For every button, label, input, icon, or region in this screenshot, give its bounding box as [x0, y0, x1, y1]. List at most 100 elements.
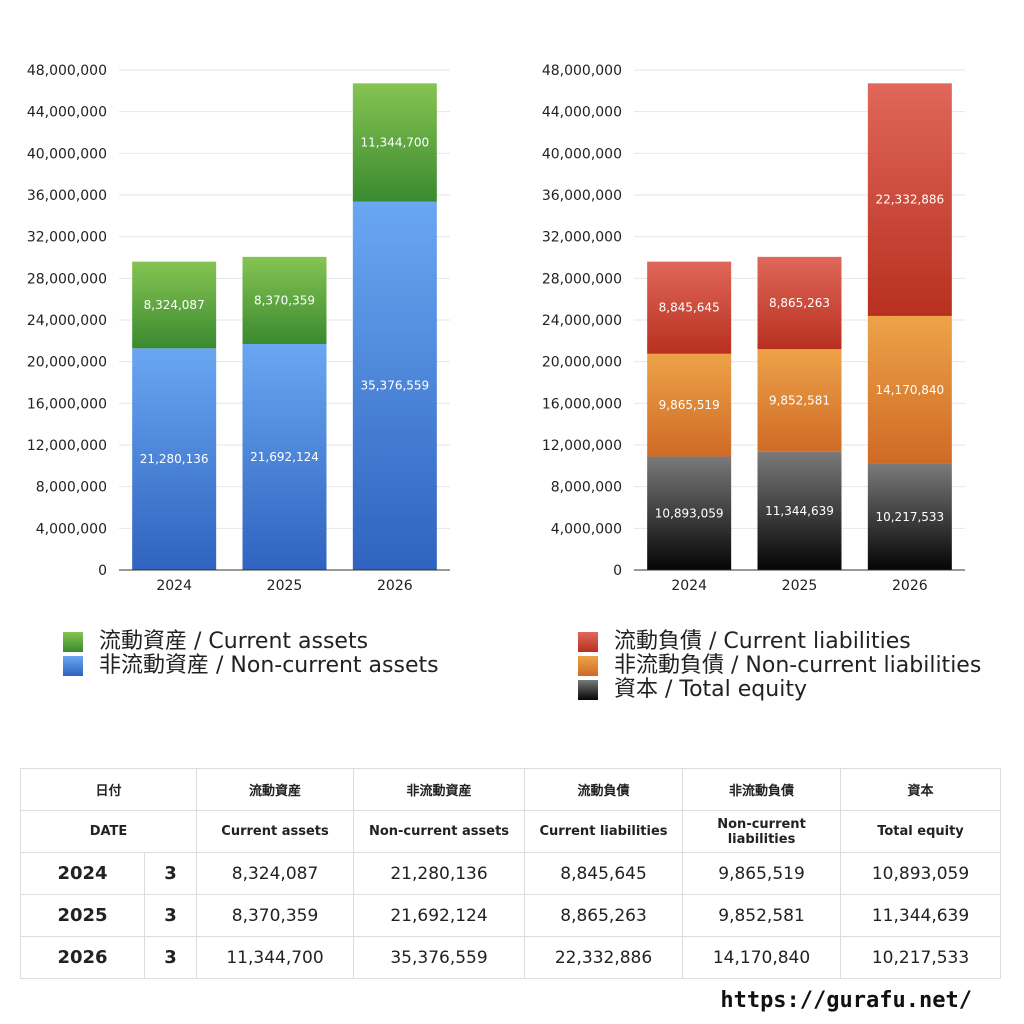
bar-segment	[867, 83, 952, 316]
bar-value-label: 11,344,700	[360, 135, 429, 149]
table-cell: 22,332,886	[524, 936, 684, 979]
table-cell: 21,280,136	[353, 852, 526, 895]
table-header-cell: Total equity	[840, 810, 1002, 853]
y-tick-label: 8,000,000	[551, 480, 622, 496]
assets-chart: 0 4,000,000 8,000,000 12,000,000 16,000,000 2…	[27, 63, 450, 594]
table-header-cell: 流動資産	[196, 768, 355, 811]
bar-segment	[132, 261, 217, 349]
liabilities-legend: 流動負債 / Current liabilities 非流動負債 / Non-c…	[578, 630, 981, 702]
bar-segment	[352, 201, 437, 570]
legend-label: 流動負債 / Current liabilities	[614, 629, 911, 654]
table-cell: 8,324,087	[196, 852, 355, 895]
y-tick-label: 24,000,000	[27, 313, 107, 329]
legend-swatch	[578, 632, 598, 652]
y-tick-label: 4,000,000	[551, 521, 622, 537]
table-cell: 9,865,519	[682, 852, 842, 895]
x-tick-label: 2026	[377, 578, 413, 594]
bar-segment	[132, 348, 217, 570]
bar-value-label: 22,332,886	[875, 193, 944, 207]
legend-label: 流動資産 / Current assets	[99, 629, 369, 654]
table-row: 2024 3 8,324,087 21,280,136 8,845,645 9,…	[20, 852, 1002, 895]
legend-item-total-equity: 資本 / Total equity	[578, 678, 981, 702]
bar-value-label: 10,217,533	[875, 510, 944, 524]
y-tick-label: 40,000,000	[542, 146, 622, 162]
y-tick-label: 48,000,000	[542, 63, 622, 79]
liabilities-equity-chart: 0 4,000,000 8,000,000 12,000,000 16,000,000 2…	[542, 63, 965, 594]
table-header-cell: Non-current liabilities	[682, 810, 842, 853]
bar-value-label: 21,692,124	[250, 450, 319, 464]
table-cell: 11,344,700	[196, 936, 355, 979]
bar-segment	[757, 256, 842, 350]
table-cell: 8,370,359	[196, 894, 355, 937]
table-cell: 10,217,533	[840, 936, 1002, 979]
legend-item-current-liabilities: 流動負債 / Current liabilities	[578, 630, 981, 654]
y-tick-label: 4,000,000	[36, 521, 107, 537]
legend-item-current-assets: 流動資産 / Current assets	[63, 630, 439, 654]
table-year-cell: 2025	[20, 894, 145, 937]
legend-swatch	[578, 656, 598, 676]
y-tick-label: 36,000,000	[542, 188, 622, 204]
bar-value-label: 35,376,559	[360, 379, 429, 393]
bar-segment	[867, 463, 952, 570]
y-tick-label: 0	[98, 563, 107, 579]
bar-segment	[867, 315, 952, 464]
table-cell: 35,376,559	[353, 936, 526, 979]
y-tick-label: 28,000,000	[542, 271, 622, 287]
table-count-cell: 3	[143, 936, 198, 979]
y-tick-label: 0	[613, 563, 622, 579]
legend-swatch	[578, 680, 598, 700]
table-count-cell: 3	[143, 894, 198, 937]
bar-value-label: 9,865,519	[659, 398, 720, 412]
bar-value-label: 8,370,359	[254, 293, 315, 307]
y-tick-label: 20,000,000	[27, 355, 107, 371]
y-tick-label: 16,000,000	[542, 396, 622, 412]
assets-legend: 流動資産 / Current assets 非流動資産 / Non-curren…	[63, 630, 439, 678]
legend-swatch	[63, 656, 83, 676]
y-tick-label: 24,000,000	[542, 313, 622, 329]
y-tick-label: 40,000,000	[27, 146, 107, 162]
bar-segment	[647, 261, 732, 354]
table-row: 2025 3 8,370,359 21,692,124 8,865,263 9,…	[20, 894, 1002, 937]
y-tick-label: 16,000,000	[27, 396, 107, 412]
data-table: 日付 流動資産 非流動資産 流動負債 非流動負債 資本 DATE Current…	[19, 768, 1002, 979]
table-header-cell: Current assets	[196, 810, 355, 853]
bar-value-label: 8,324,087	[144, 298, 205, 312]
y-tick-label: 8,000,000	[36, 480, 107, 496]
y-tick-label: 44,000,000	[27, 105, 107, 121]
table-header-cell: Current liabilities	[524, 810, 684, 853]
bar-value-label: 14,170,840	[875, 383, 944, 397]
table-cell: 14,170,840	[682, 936, 842, 979]
bar-value-label: 8,865,263	[769, 296, 830, 310]
bar-value-label: 8,845,645	[659, 301, 720, 315]
y-tick-label: 36,000,000	[27, 188, 107, 204]
legend-label: 非流動負債 / Non-current liabilities	[614, 653, 982, 678]
bar-value-label: 11,344,639	[765, 504, 834, 518]
table-header-cell: DATE	[19, 810, 198, 853]
legend-label: 非流動資産 / Non-current assets	[99, 653, 439, 678]
table-row: 2026 3 11,344,700 35,376,559 22,332,886 …	[20, 936, 1002, 979]
table-cell: 9,852,581	[682, 894, 842, 937]
y-tick-label: 44,000,000	[542, 105, 622, 121]
y-tick-label: 12,000,000	[27, 438, 107, 454]
table-cell: 8,865,263	[524, 894, 684, 937]
x-tick-label: 2026	[892, 578, 928, 594]
legend-swatch	[63, 632, 83, 652]
table-year-cell: 2026	[20, 936, 145, 979]
table-header-cell: 非流動資産	[353, 768, 526, 811]
x-tick-label: 2025	[782, 578, 818, 594]
table-header-en: DATE Current assets Non-current assets C…	[19, 810, 1002, 853]
table-cell: 21,692,124	[353, 894, 526, 937]
table-header-cell: 非流動負債	[682, 768, 842, 811]
table-cell: 11,344,639	[840, 894, 1002, 937]
bar-segment	[757, 349, 842, 452]
table-cell: 8,845,645	[524, 852, 684, 895]
table-count-cell: 3	[143, 852, 198, 895]
x-tick-label: 2024	[671, 578, 707, 594]
bar-value-label: 21,280,136	[140, 452, 209, 466]
table-header-cell: Non-current assets	[353, 810, 526, 853]
x-tick-label: 2025	[267, 578, 303, 594]
table-header-cell: 流動負債	[524, 768, 684, 811]
y-tick-label: 48,000,000	[27, 63, 107, 79]
legend-label: 資本 / Total equity	[614, 677, 807, 702]
bar-segment	[757, 451, 842, 570]
